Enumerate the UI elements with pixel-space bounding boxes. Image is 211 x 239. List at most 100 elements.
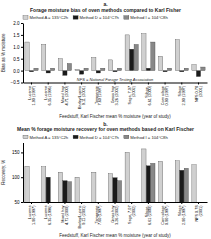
- legend-swatch: [23, 16, 28, 20]
- x-tick: Sage, 7.07(2002): [128, 83, 136, 105]
- x-tick-label-line: 6.61 (2000): [148, 85, 152, 105]
- bar: [84, 68, 88, 70]
- x-axis-line: [24, 83, 208, 84]
- y-tick-mark: [21, 152, 23, 153]
- legend-swatch: [124, 135, 129, 139]
- x-tick-mark: [115, 202, 116, 204]
- legend-label: Method D = 104°C7h: [80, 135, 120, 140]
- y-tick-label: 50: [14, 200, 20, 205]
- y-tick: 0.0: [13, 69, 23, 74]
- y-tick-label: 100: [12, 175, 20, 180]
- y-tick-label: 1.0: [13, 45, 20, 50]
- legend-item: Method D = 104°C7h: [73, 15, 119, 20]
- x-tick-mark: [98, 83, 99, 85]
- legend-swatch: [73, 16, 78, 20]
- bar: [58, 172, 62, 202]
- y-tick-label: 1.5: [13, 33, 20, 38]
- x-tick-mark: [115, 83, 116, 85]
- x-tick: Grass hay3.26 (2002): [111, 202, 119, 225]
- bar: [158, 161, 162, 202]
- bar: [34, 68, 38, 70]
- x-tick: Lucerne1.90 (1997): [28, 202, 36, 225]
- x-tick-label: Lucerne1.90 (1997): [28, 205, 36, 225]
- x-tick-label-line: 4.71 (2000): [65, 205, 69, 225]
- x-tick-label: Silage2.90 (1997): [178, 205, 186, 225]
- x-tick-mark: [148, 202, 149, 204]
- bar-series: [34, 42, 205, 71]
- y-tick-label: 0.5: [13, 57, 20, 62]
- bar: [75, 69, 79, 70]
- x-tick-label: Barley/Lupins9.11 (2001): [78, 85, 86, 109]
- bar-series: [25, 149, 196, 202]
- x-tick: Mixed hay4.71 (2000): [61, 202, 69, 225]
- x-tick-label: Mixed hay4.71 (2000): [61, 205, 69, 225]
- bar: [113, 71, 117, 72]
- x-axis-title: Feedstuff, Karl Fischer mean % moisture …: [59, 114, 171, 119]
- y-tick-mark: [21, 202, 23, 203]
- legend-item: Method I = 104°C8h: [124, 135, 169, 140]
- x-tick-label: Lucerne6.35 (1996): [44, 85, 52, 105]
- x-tick: Silage,6.61 (2000): [145, 202, 153, 225]
- y-axis-title: Recovery, %: [1, 160, 6, 185]
- x-tick: Silage,6.61 (2000): [145, 83, 153, 106]
- x-tick-label: NFS 0.78(2001): [195, 205, 203, 222]
- x-tick-mark: [165, 202, 166, 204]
- bar: [142, 149, 146, 202]
- x-tick-mark: [64, 202, 65, 204]
- bar: [134, 44, 138, 70]
- bar: [142, 34, 146, 71]
- y-tick-mark: [21, 83, 23, 84]
- x-tick: Temperate7.60 (1997): [95, 83, 103, 106]
- x-tick: Silage2.90 (1997): [178, 83, 186, 106]
- x-tick-mark: [198, 83, 199, 85]
- x-tick: Silage2.90 (1997): [178, 202, 186, 225]
- legend-label: Method D = 104°C7h: [80, 15, 120, 20]
- plot-area: [25, 34, 205, 77]
- y-tick-mark: [21, 47, 23, 48]
- x-tick: Corn silage0.90 (1997): [161, 83, 169, 106]
- x-tick-label: Silage2.90 (1997): [178, 85, 186, 105]
- x-tick-label-line: 2.90 (1997): [182, 85, 186, 105]
- x-tick-label-line: 7.60 (1997): [98, 85, 102, 105]
- y-tick-label: 0.0: [13, 69, 20, 74]
- x-tick-label: Sage, 7.07(2002): [128, 85, 136, 104]
- x-tick-label-line: (2002): [132, 85, 136, 97]
- x-tick-mark: [198, 202, 199, 204]
- x-tick-label-line: 6.61 (2000): [148, 205, 152, 225]
- x-tick: Barley/Lupins9.11 (2001): [78, 202, 86, 229]
- x-tick: Lucerne6.35 (1996): [44, 202, 52, 225]
- x-tick-label-line: 6.35 (1996): [48, 85, 52, 105]
- bar: [151, 163, 155, 202]
- x-tick-label: Sage, 7.07(2002): [128, 205, 136, 224]
- y-axis-line: [23, 24, 24, 84]
- bar: [92, 58, 96, 71]
- bar: [46, 177, 50, 202]
- x-tick: Barley/Lupins9.11 (2001): [78, 83, 86, 110]
- x-axis: Lucerne1.90 (1997) Lucerne6.35 (1996) Mixe…: [24, 83, 208, 110]
- x-tick-label: Mixed hay4.71 (2000): [61, 85, 69, 105]
- y-tick: 0.5: [13, 57, 23, 62]
- y-tick: −0.5: [11, 80, 23, 85]
- bar: [79, 71, 83, 75]
- x-tick-label: Corn silage0.90 (1997): [161, 85, 169, 105]
- bar: [96, 71, 100, 73]
- legend: Method A = 135°C2hMethod D = 104°C7hMeth…: [23, 15, 168, 20]
- y-tick-mark: [21, 71, 23, 72]
- chart-svg: a.Forage moisture bias of oven methods c…: [0, 0, 211, 239]
- bar: [92, 172, 96, 202]
- x-tick-label-line: 0.90 (1997): [165, 85, 169, 105]
- y-tick-mark: [21, 23, 23, 24]
- bar: [67, 182, 71, 202]
- x-tick: Grass hay3.26 (2002): [111, 83, 119, 106]
- x-tick-label: Lucerne1.90 (1997): [28, 85, 36, 105]
- x-axis: Lucerne1.90 (1997) Lucerne6.35 (1996) Mixe…: [24, 202, 208, 229]
- x-tick-mark: [81, 202, 82, 204]
- bar: [42, 167, 46, 202]
- x-tick: Temperate7.60 (1997): [95, 202, 103, 225]
- x-tick-mark: [31, 83, 32, 85]
- x-tick-label: Barley/Lupins9.11 (2001): [78, 205, 86, 229]
- x-tick-label-line: 6.35 (1996): [48, 205, 52, 225]
- x-tick-mark: [165, 83, 166, 85]
- bar: [46, 71, 50, 73]
- bar: [42, 44, 46, 70]
